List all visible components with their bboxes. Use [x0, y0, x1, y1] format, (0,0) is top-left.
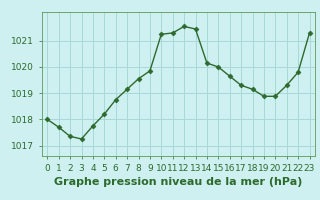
X-axis label: Graphe pression niveau de la mer (hPa): Graphe pression niveau de la mer (hPa): [54, 177, 303, 187]
